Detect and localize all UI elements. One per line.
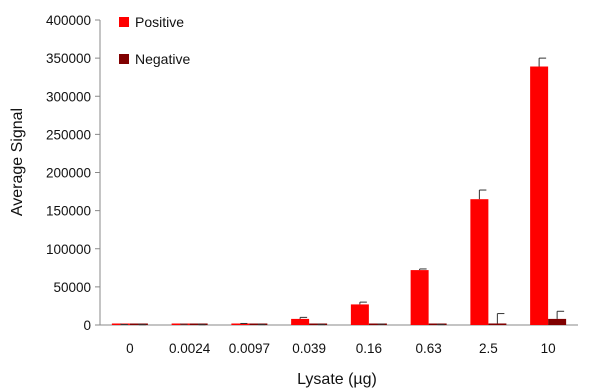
x-tick-label: 0.63 — [415, 341, 441, 356]
y-tick-label: 50000 — [53, 280, 91, 295]
bar-negative-2.5 — [488, 323, 507, 325]
bar-positive-0.16 — [350, 304, 369, 325]
y-tick-label: 150000 — [46, 204, 91, 219]
legend: Positive Negative — [119, 14, 190, 67]
bar-positive-0.0097 — [231, 323, 250, 325]
y-tick-label: 100000 — [46, 242, 91, 257]
y-axis-title: Average Signal — [9, 108, 26, 216]
y-tick-label: 300000 — [46, 89, 91, 104]
y-tick-label: 200000 — [46, 166, 91, 181]
x-axis: 0 0.0024 0.0097 0.039 0.16 0.63 2.5 10 — [100, 324, 578, 356]
x-tick-label: 0 — [126, 341, 134, 356]
x-tick-label: 0.039 — [292, 341, 326, 356]
bar-positive-2.5 — [470, 199, 489, 325]
legend-label-positive: Positive — [135, 14, 184, 30]
bar-positive-0.63 — [410, 270, 429, 325]
x-tick-label: 0.0024 — [169, 341, 211, 356]
x-tick-label: 0.0097 — [229, 341, 270, 356]
x-tick-label: 0.16 — [356, 341, 382, 356]
x-tick-label: 2.5 — [479, 341, 498, 356]
x-axis-title: Lysate (µg) — [297, 371, 377, 388]
y-axis: 0 50000 100000 150000 200000 250000 300000 3500… — [46, 13, 101, 333]
bar-positive-0.039 — [291, 318, 310, 325]
bars — [111, 57, 567, 326]
legend-swatch-negative — [119, 54, 129, 64]
y-tick-label: 350000 — [46, 51, 91, 66]
x-tick-label: 10 — [541, 341, 556, 356]
bar-positive-10 — [530, 66, 549, 325]
y-tick-label: 0 — [83, 318, 91, 333]
legend-label-negative: Negative — [135, 51, 190, 67]
bar-negative-10 — [548, 318, 567, 325]
y-tick-label: 400000 — [46, 13, 91, 28]
y-tick-label: 250000 — [46, 127, 91, 142]
legend-swatch-positive — [119, 17, 129, 27]
